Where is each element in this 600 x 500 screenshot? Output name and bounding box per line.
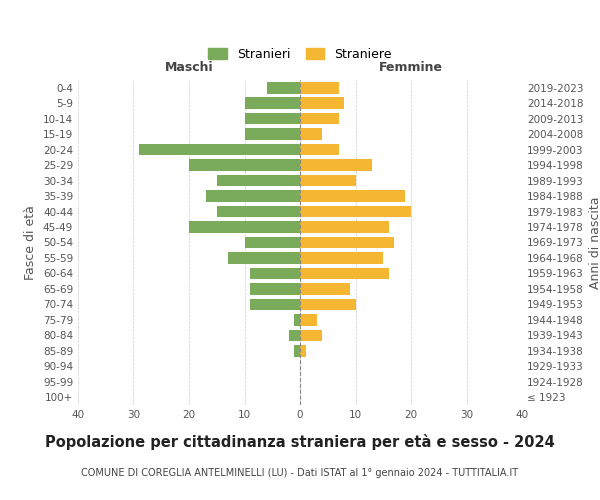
Bar — [300, 98, 344, 109]
Bar — [300, 330, 322, 341]
Text: COMUNE DI COREGLIA ANTELMINELLI (LU) - Dati ISTAT al 1° gennaio 2024 - TUTTITALI: COMUNE DI COREGLIA ANTELMINELLI (LU) - D… — [82, 468, 518, 477]
Bar — [300, 144, 339, 156]
Bar — [289, 330, 300, 341]
Bar — [189, 160, 300, 171]
Y-axis label: Fasce di età: Fasce di età — [25, 205, 37, 280]
Bar — [245, 113, 300, 124]
Bar — [300, 190, 406, 202]
Bar — [300, 206, 411, 218]
Bar — [300, 298, 356, 310]
Bar — [267, 82, 300, 94]
Bar — [189, 221, 300, 233]
Bar — [228, 252, 300, 264]
Legend: Stranieri, Straniere: Stranieri, Straniere — [208, 48, 392, 61]
Bar — [250, 298, 300, 310]
Bar — [300, 283, 350, 294]
Bar — [206, 190, 300, 202]
Bar — [250, 283, 300, 294]
Bar — [295, 314, 300, 326]
Bar — [300, 82, 339, 94]
Bar — [300, 268, 389, 280]
Bar — [300, 113, 339, 124]
Y-axis label: Anni di nascita: Anni di nascita — [589, 196, 600, 289]
Bar — [300, 252, 383, 264]
Bar — [245, 236, 300, 248]
Bar — [300, 160, 372, 171]
Bar — [139, 144, 300, 156]
Bar — [245, 128, 300, 140]
Text: Maschi: Maschi — [164, 61, 214, 74]
Bar — [217, 175, 300, 186]
Bar — [300, 175, 356, 186]
Bar — [217, 206, 300, 218]
Bar — [300, 221, 389, 233]
Text: Popolazione per cittadinanza straniera per età e sesso - 2024: Popolazione per cittadinanza straniera p… — [45, 434, 555, 450]
Bar — [245, 98, 300, 109]
Bar — [250, 268, 300, 280]
Bar — [300, 345, 305, 356]
Bar — [295, 345, 300, 356]
Bar — [300, 314, 317, 326]
Text: Femmine: Femmine — [379, 61, 443, 74]
Bar — [300, 128, 322, 140]
Bar — [300, 236, 394, 248]
